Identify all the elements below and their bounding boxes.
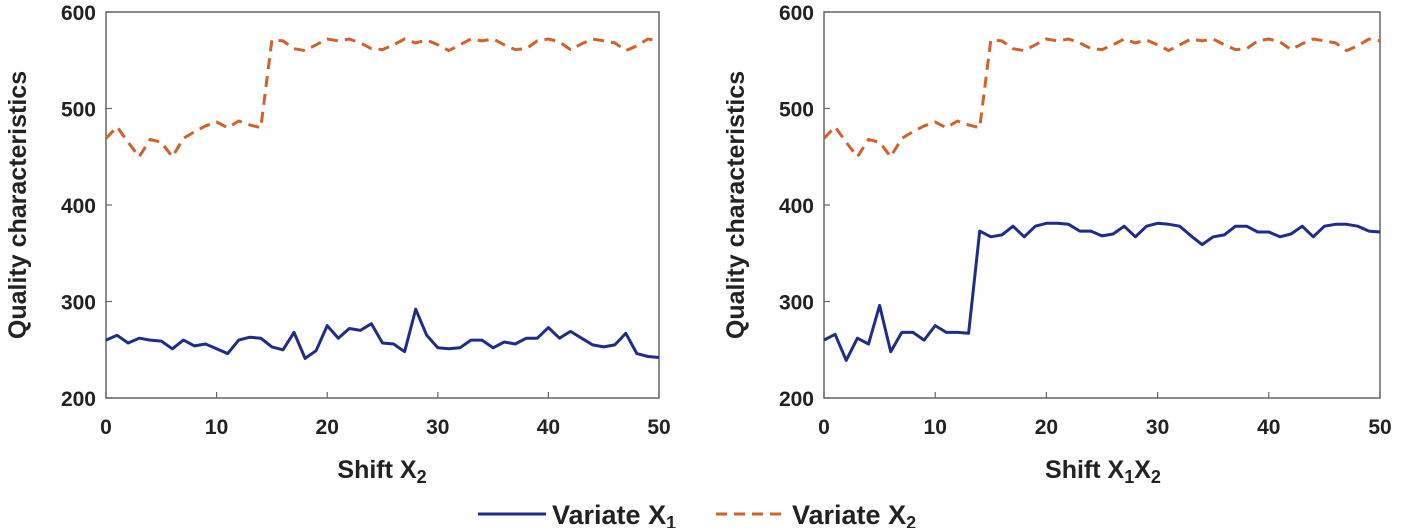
legend-label-variate-x1: Variate X1 bbox=[552, 500, 676, 528]
y-tick-label: 200 bbox=[61, 388, 96, 411]
y-tick-label: 400 bbox=[779, 195, 814, 218]
x-tick-label: 20 bbox=[316, 416, 339, 439]
legend-label-subscript: 1 bbox=[666, 513, 676, 528]
y-axis-label: Quality characteristics bbox=[4, 71, 32, 339]
tick-group: 0 10 20 30 40 50 200 300 400 500 600 bbox=[779, 2, 1392, 439]
x-tick-label: 10 bbox=[205, 416, 228, 439]
legend-label-main: Variate X bbox=[792, 500, 906, 528]
x-tick-label: 20 bbox=[1035, 416, 1058, 439]
series-line-variate-x1 bbox=[105, 307, 660, 360]
series-line-variate-x2 bbox=[822, 37, 1381, 159]
x-axis-label: Shift X2 bbox=[337, 456, 426, 487]
legend-label-subscript: 2 bbox=[906, 513, 916, 528]
x-axis-label-subscript: 2 bbox=[417, 467, 427, 487]
legend-label-variate-x2: Variate X2 bbox=[792, 500, 916, 528]
series-group bbox=[822, 37, 1381, 362]
y-axis-label: Quality characteristics bbox=[722, 71, 750, 339]
y-tick-label: 600 bbox=[61, 2, 96, 25]
x-tick-label: 40 bbox=[537, 416, 560, 439]
series-line-variate-x2 bbox=[104, 37, 660, 159]
series-line-variate-x1 bbox=[823, 221, 1381, 362]
y-tick-label: 300 bbox=[61, 292, 96, 315]
x-tick-label: 0 bbox=[100, 416, 112, 439]
x-axis-label-main: Shift X bbox=[1045, 456, 1124, 484]
x-axis-label-subscript-1: 1 bbox=[1124, 467, 1134, 487]
chart-panel-shift-x1x2: 0 10 20 30 40 50 200 300 400 500 600 Quality chara… bbox=[722, 2, 1392, 487]
y-tick-label: 200 bbox=[779, 388, 814, 411]
x-tick-label: 40 bbox=[1257, 416, 1280, 439]
x-tick-label: 30 bbox=[1146, 416, 1169, 439]
legend-label-main: Variate X bbox=[552, 500, 666, 528]
series-group bbox=[104, 37, 660, 360]
x-axis-label-mid: X bbox=[1134, 456, 1151, 484]
x-tick-label: 10 bbox=[924, 416, 947, 439]
plot-area-frame bbox=[823, 11, 1381, 399]
x-axis-label-main: Shift X bbox=[337, 456, 416, 484]
tick-group: 0 10 20 30 40 50 200 300 400 500 600 bbox=[61, 2, 671, 439]
x-tick-label: 30 bbox=[426, 416, 449, 439]
y-tick-label: 500 bbox=[779, 99, 814, 122]
chart-panel-shift-x2: 0 10 20 30 40 50 200 300 400 500 600 Quality chara… bbox=[4, 2, 671, 487]
x-tick-label: 50 bbox=[647, 416, 670, 439]
x-axis-label: Shift X1X2 bbox=[1045, 456, 1161, 487]
x-tick-label: 50 bbox=[1368, 416, 1391, 439]
x-axis-label-subscript-2: 2 bbox=[1151, 467, 1161, 487]
legend: Variate X1 Variate X2 bbox=[478, 500, 916, 528]
y-tick-label: 400 bbox=[61, 195, 96, 218]
y-tick-label: 500 bbox=[61, 99, 96, 122]
y-tick-label: 600 bbox=[779, 2, 814, 25]
x-tick-label: 0 bbox=[818, 416, 830, 439]
y-tick-label: 300 bbox=[779, 292, 814, 315]
